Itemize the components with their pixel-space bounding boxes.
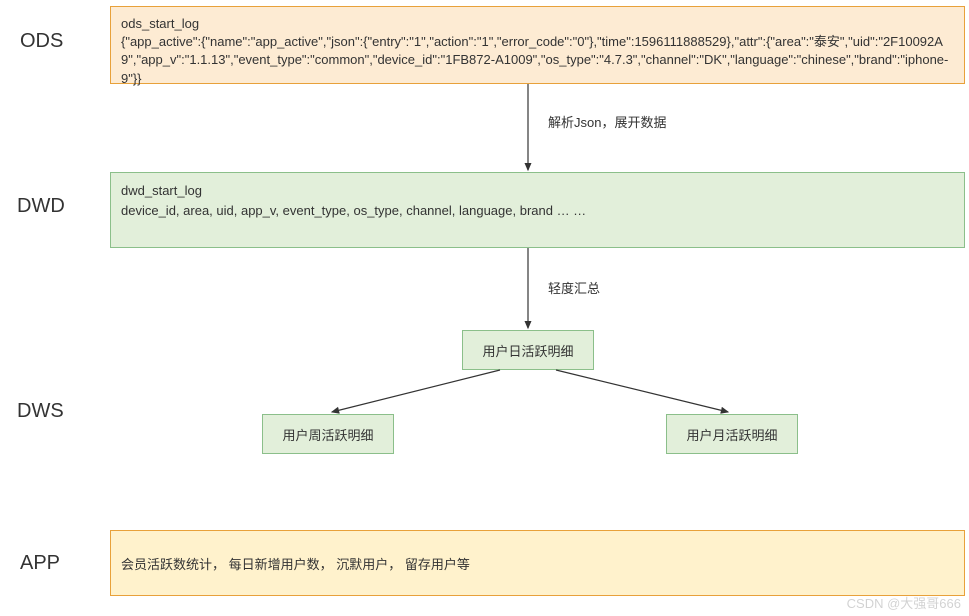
ods-json: {"app_active":{"name":"app_active","json… <box>121 33 954 88</box>
dwd-fields: device_id, area, uid, app_v, event_type,… <box>121 201 954 221</box>
dws-weekly-label: 用户周活跃明细 <box>282 425 373 444</box>
dwd-node: dwd_start_log device_id, area, uid, app_… <box>110 172 965 248</box>
app-node: 会员活跃数统计， 每日新增用户数， 沉默用户， 留存用户等 <box>110 530 965 596</box>
dws-weekly-node: 用户周活跃明细 <box>262 414 394 454</box>
arrows-layer <box>0 0 969 616</box>
layer-label-dws: DWS <box>17 400 64 423</box>
layer-label-dwd: DWD <box>17 195 65 218</box>
watermark: CSDN @大强哥666 <box>847 593 961 612</box>
edge-daily-monthly <box>556 370 728 412</box>
dws-monthly-node: 用户月活跃明细 <box>666 414 798 454</box>
edge-label-parse-json: 解析Json，展开数据 <box>548 112 666 131</box>
ods-title: ods_start_log <box>121 15 954 33</box>
ods-node: ods_start_log {"app_active":{"name":"app… <box>110 6 965 84</box>
dwd-title: dwd_start_log <box>121 181 954 201</box>
edge-daily-weekly <box>332 370 500 412</box>
dws-daily-node: 用户日活跃明细 <box>462 330 594 370</box>
dws-monthly-label: 用户月活跃明细 <box>686 425 777 444</box>
layer-label-app: APP <box>20 552 60 575</box>
layer-label-ods: ODS <box>20 30 63 53</box>
dws-daily-label: 用户日活跃明细 <box>482 341 573 360</box>
app-text: 会员活跃数统计， 每日新增用户数， 沉默用户， 留存用户等 <box>121 554 470 573</box>
edge-label-light-agg: 轻度汇总 <box>548 278 600 297</box>
